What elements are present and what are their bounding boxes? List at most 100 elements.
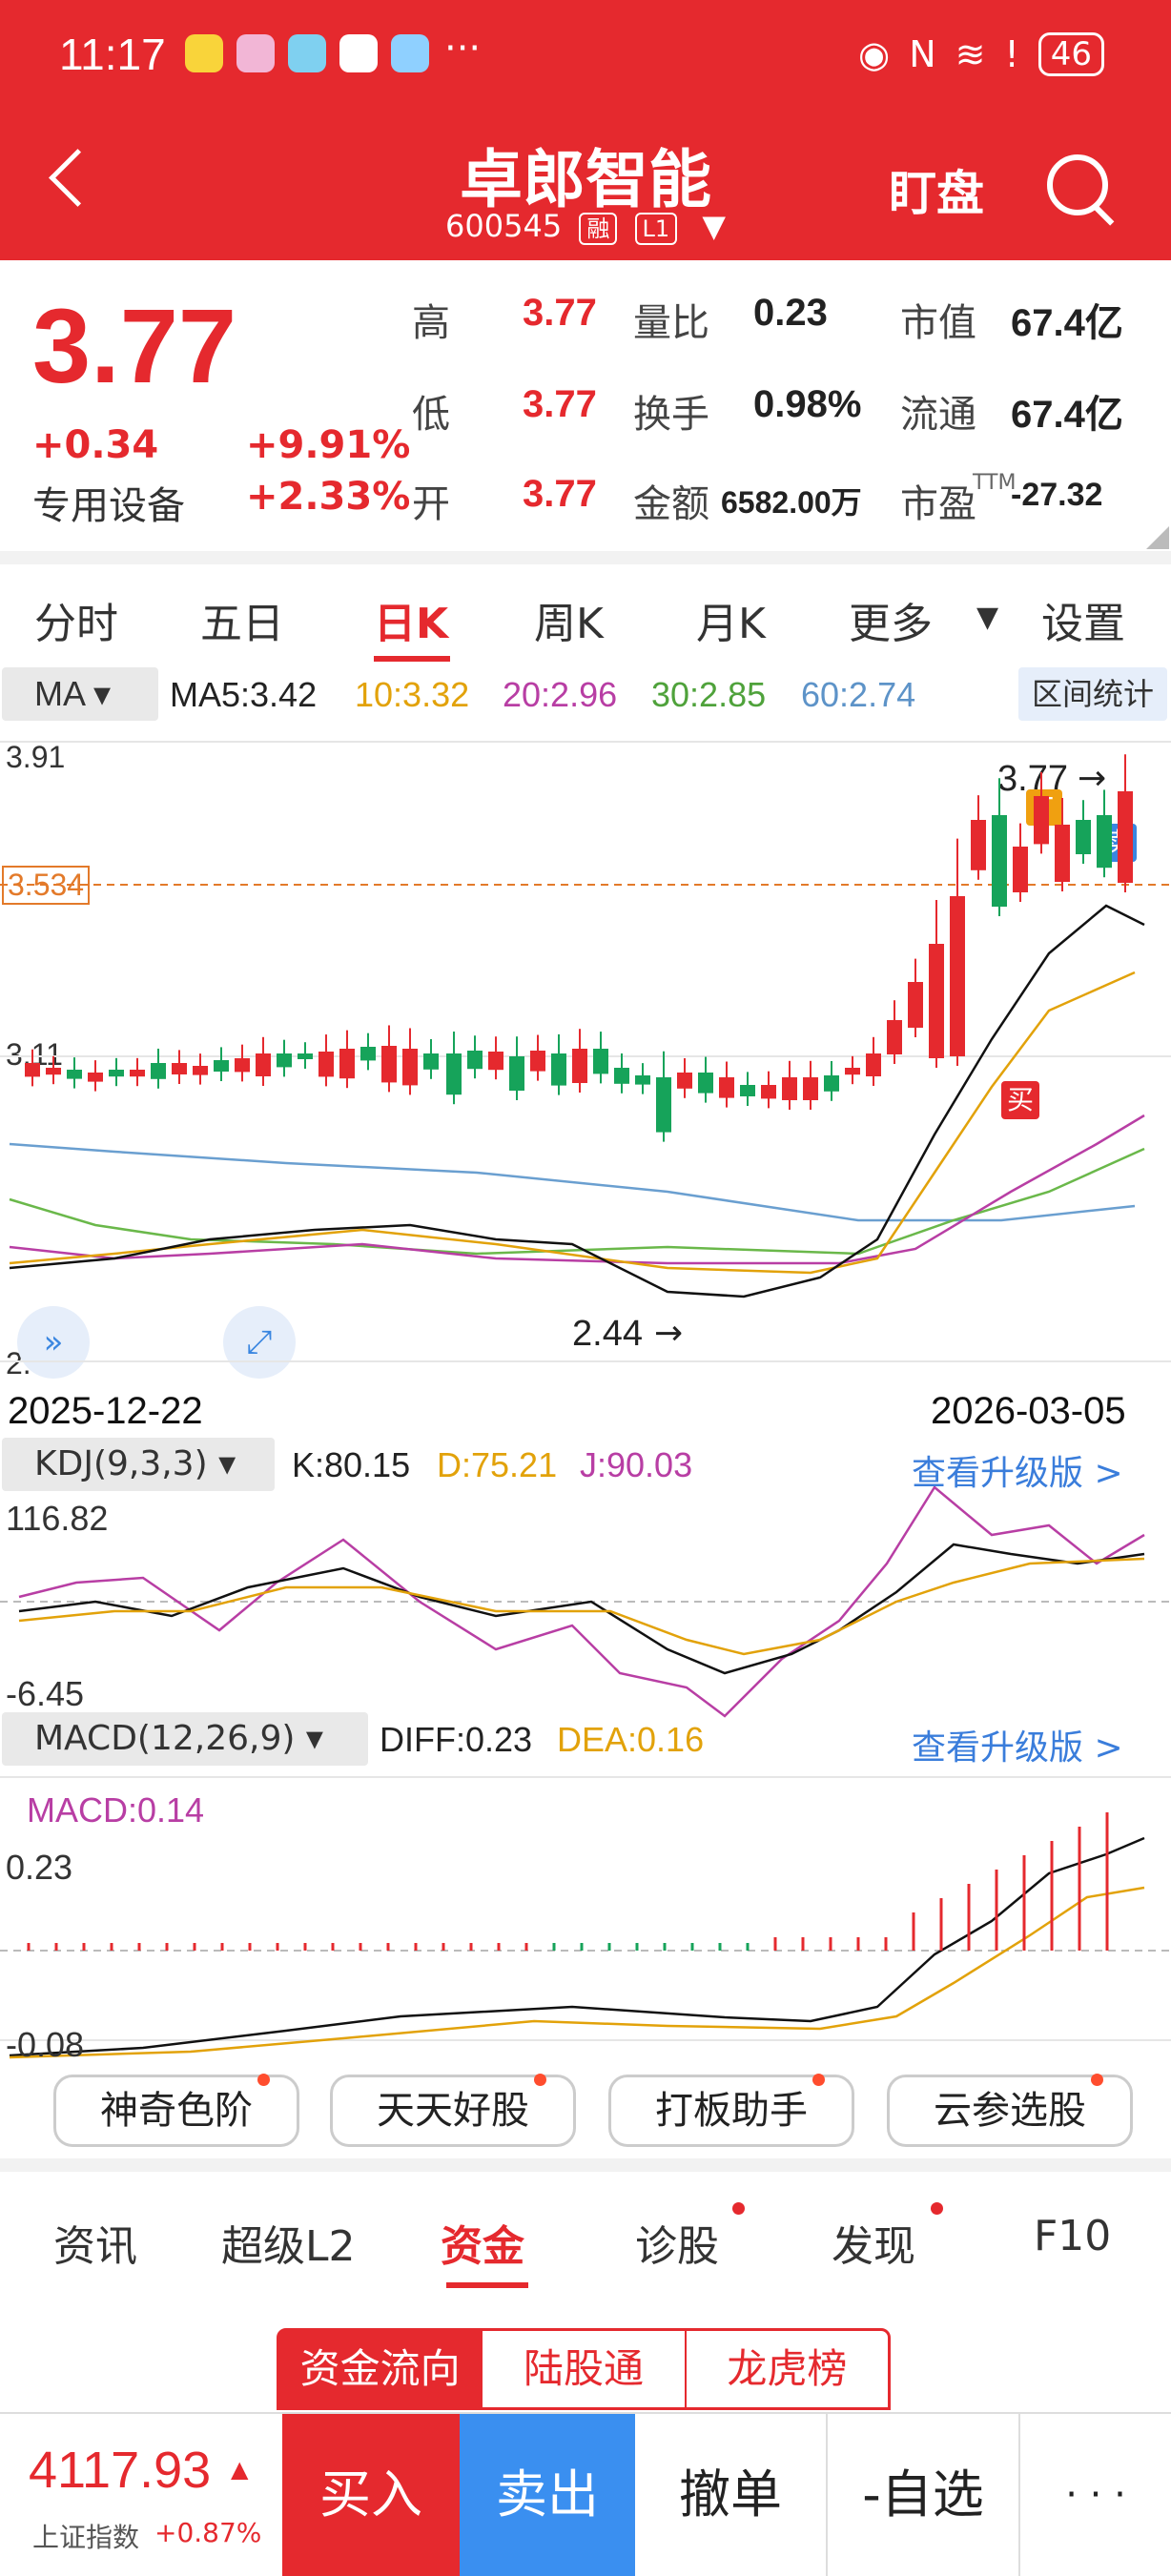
quote-label: 流通 <box>900 393 976 437</box>
chip-0[interactable]: 神奇色阶 <box>53 2074 299 2147</box>
ma-selector[interactable]: MA ▾ <box>2 667 158 721</box>
candle-body <box>318 1052 334 1077</box>
candle-body <box>1013 847 1028 892</box>
candle-body <box>467 1051 483 1070</box>
quote-label: 市值 <box>900 301 976 345</box>
eye-icon: ◉ <box>858 33 891 75</box>
dea-line <box>9 1886 1145 2059</box>
index-value[interactable]: 4117.93 <box>29 2442 212 2499</box>
status-icons: ◉ Ν ≋ ! 46 <box>858 32 1104 76</box>
candle-body <box>1097 815 1112 869</box>
divider <box>0 2158 1171 2172</box>
candle-body <box>1118 791 1133 883</box>
expand-left-icon[interactable]: » <box>17 1306 90 1379</box>
price-chart[interactable] <box>0 725 1171 2059</box>
candle-body <box>130 1070 145 1077</box>
candle-body <box>298 1053 313 1059</box>
ma30-line <box>9 1147 1145 1256</box>
candle-body <box>614 1068 629 1084</box>
dropdown-icon[interactable]: ▼ <box>702 208 726 244</box>
candle-body <box>530 1051 545 1072</box>
candle-body <box>360 1047 376 1061</box>
level-tag: L1 <box>634 213 678 245</box>
macd-upgrade-link[interactable]: 查看升级版 > <box>912 1728 1123 1768</box>
info-tab-3[interactable]: 诊股 <box>635 2222 719 2271</box>
tab-0[interactable]: 分时 <box>34 600 118 648</box>
chip-label: 云参选股 <box>934 2089 1086 2133</box>
candle-body <box>67 1070 82 1079</box>
tab-3[interactable]: 周K <box>534 600 604 648</box>
status-time: 11:17 <box>59 30 166 79</box>
candle-body <box>509 1056 524 1091</box>
candle-body <box>277 1053 292 1068</box>
kdj-y-min: -6.45 <box>6 1674 85 1713</box>
kdj-upgrade-link[interactable]: 查看升级版 > <box>912 1454 1123 1493</box>
info-tab-0[interactable]: 资讯 <box>53 2222 137 2271</box>
segment-northbound[interactable]: 陆股通 <box>483 2331 687 2407</box>
candle-body <box>929 944 944 1058</box>
cancel-order-button[interactable]: 撤单 <box>635 2414 828 2576</box>
index-name: 上证指数 <box>32 2522 140 2553</box>
sell-button[interactable]: 卖出 <box>460 2414 635 2576</box>
notification-dot <box>931 2202 943 2215</box>
kdj-selector[interactable]: KDJ(9,3,3) ▾ <box>2 1438 275 1491</box>
info-tab-1[interactable]: 超级L2 <box>221 2222 356 2271</box>
candle-body <box>151 1063 166 1079</box>
macd-selector[interactable]: MACD(12,26,9) ▾ <box>2 1712 368 1766</box>
candle-body <box>593 1049 608 1074</box>
chip-1[interactable]: 天天好股 <box>330 2074 576 2147</box>
macd-y-min: -0.08 <box>6 2025 85 2064</box>
buy-marker[interactable]: 买 <box>1001 1081 1039 1119</box>
tab-5[interactable]: 更多 <box>849 600 933 648</box>
buy-button[interactable]: 买入 <box>282 2414 460 2576</box>
candle-body <box>381 1046 397 1083</box>
ma10-line <box>9 971 1136 1275</box>
divider <box>0 551 1171 564</box>
quote-value: 67.4亿 <box>1011 302 1123 344</box>
candle-body <box>109 1070 124 1077</box>
candle-body <box>740 1085 755 1096</box>
stock-code-line[interactable]: 600545 融 L1 ▼ <box>0 208 1171 245</box>
quote-label: 市盈 <box>900 482 976 526</box>
more-caret-icon[interactable]: ▼ <box>976 601 999 634</box>
quote-value: 3.77 <box>523 473 597 515</box>
candle-body <box>193 1066 208 1075</box>
ma30-value: 30:2.85 <box>651 675 767 714</box>
tab-2[interactable]: 日K <box>374 600 449 648</box>
fund-segment-control: 资金流向 陆股通 龙虎榜 <box>277 2328 891 2410</box>
search-icon[interactable] <box>1047 154 1108 215</box>
expand-corner-icon[interactable] <box>1146 526 1169 549</box>
quote-label: 低 <box>412 393 450 437</box>
info-tab-5[interactable]: F10 <box>1034 2212 1112 2260</box>
segment-dragon-tiger[interactable]: 龙虎榜 <box>727 2345 848 2392</box>
range-stats-button[interactable]: 区间统计 <box>1018 667 1167 721</box>
candle-body <box>845 1068 860 1075</box>
tab-4[interactable]: 月K <box>696 600 766 648</box>
segment-fund-flow[interactable]: 资金流向 <box>279 2331 483 2407</box>
more-actions-button[interactable]: · · · <box>1065 2473 1126 2517</box>
candle-body <box>698 1073 713 1094</box>
app-icon <box>236 34 275 72</box>
chip-3[interactable]: 云参选股 <box>887 2074 1133 2147</box>
quote-value: 0.23 <box>753 292 828 334</box>
arrow-right-icon: → <box>654 1314 684 1353</box>
watch-button[interactable]: 盯盘 <box>889 166 984 221</box>
info-tab-4[interactable]: 发现 <box>832 2222 915 2271</box>
nfc-icon: Ν <box>909 33 936 75</box>
notification-dot <box>1091 2074 1103 2086</box>
chip-2[interactable]: 打板助手 <box>608 2074 854 2147</box>
fullscreen-icon[interactable]: ⤢ <box>223 1306 296 1379</box>
info-tab-2[interactable]: 资金 <box>441 2222 524 2271</box>
quote-value: 0.98% <box>753 383 862 425</box>
tab-1[interactable]: 五日 <box>200 600 284 648</box>
up-arrow-icon: ▲ <box>231 2456 249 2483</box>
tab-6[interactable]: 设置 <box>1041 600 1125 648</box>
watchlist-button[interactable]: -自选 <box>828 2414 1020 2576</box>
wifi-icon: ≋ <box>955 33 986 75</box>
quote-value: 6582.00万 <box>721 485 862 520</box>
kdj-k: K:80.15 <box>292 1445 411 1484</box>
ma60-value: 60:2.74 <box>801 675 916 714</box>
candle-body <box>992 815 1007 907</box>
browser-icon <box>288 34 326 72</box>
industry-name[interactable]: 专用设备 <box>32 484 185 528</box>
